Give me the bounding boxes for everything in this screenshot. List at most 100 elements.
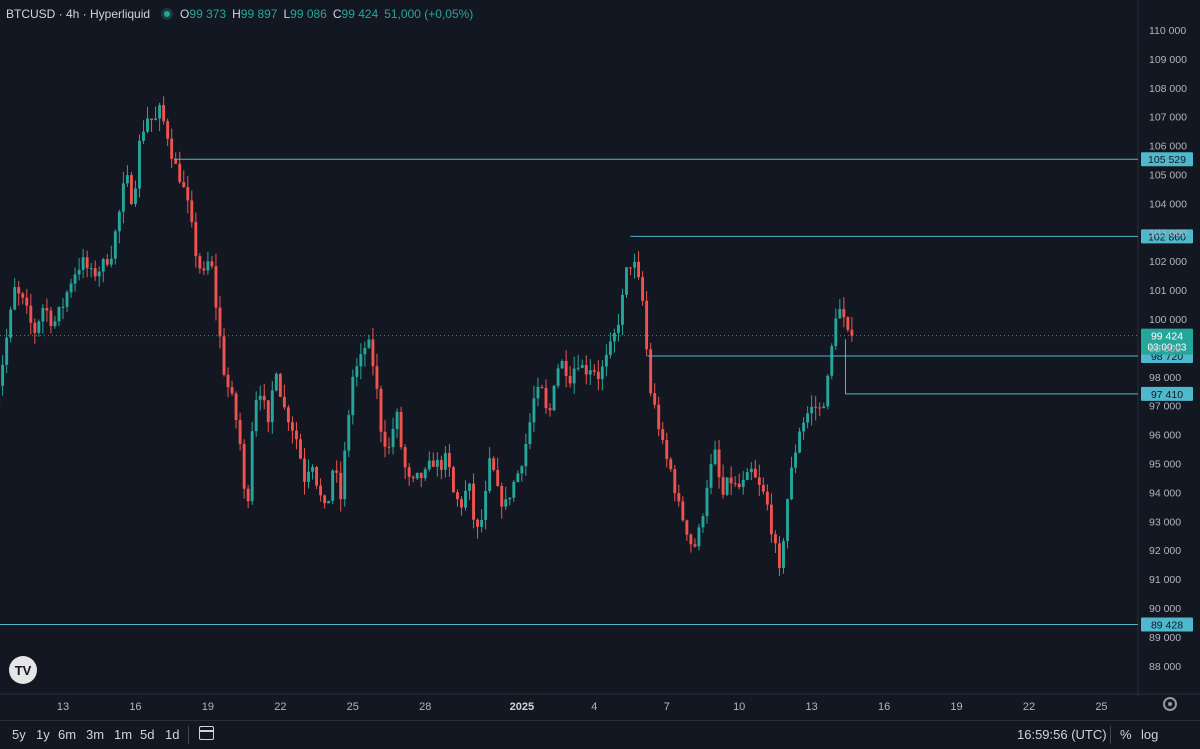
candle-body	[452, 467, 455, 492]
candle-body	[299, 439, 302, 458]
symbol-title[interactable]: BTCUSD · 4h · Hyperliquid	[6, 7, 150, 21]
candle-body	[162, 105, 165, 121]
candle-body	[573, 369, 576, 384]
candle-body	[637, 262, 640, 277]
candle-body	[661, 429, 664, 440]
candle-body	[279, 374, 282, 397]
candle-body	[303, 459, 306, 482]
candle-body	[569, 376, 572, 383]
time-tick-label: 4	[591, 701, 597, 713]
candle-body	[90, 268, 93, 269]
candle-body	[726, 478, 729, 495]
candle-body	[850, 330, 853, 336]
time-tick-label: 22	[274, 701, 286, 713]
candle-body	[255, 400, 258, 431]
range-1d-button[interactable]: 1d	[165, 727, 179, 742]
candle-body	[247, 489, 250, 501]
utc-clock[interactable]: 16:59:56 (UTC)	[1017, 727, 1107, 742]
candle-body	[178, 164, 181, 182]
range-5d-button[interactable]: 5d	[140, 727, 154, 742]
candle-body	[830, 346, 833, 376]
price-tick-label: 110 000	[1149, 25, 1186, 37]
candle-body	[669, 459, 672, 469]
candle-body	[653, 393, 656, 404]
percent-scale-button[interactable]: %	[1120, 727, 1132, 742]
price-tick-label: 102 000	[1149, 256, 1187, 268]
candle-body	[420, 473, 423, 478]
candle-body	[585, 365, 588, 374]
price-tick-label: 92 000	[1149, 545, 1181, 557]
candle-body	[714, 450, 717, 464]
candle-body	[432, 461, 435, 467]
candle-body	[436, 460, 439, 467]
range-5y-button[interactable]: 5y	[12, 727, 26, 742]
candle-body	[251, 431, 254, 501]
candle-body	[235, 393, 238, 419]
candle-body	[810, 407, 813, 414]
market-status-icon	[164, 11, 170, 17]
candle-body	[287, 407, 290, 422]
candle-body	[62, 307, 65, 308]
tradingview-logo-icon[interactable]: TV	[9, 656, 37, 684]
price-tick-label: 90 000	[1149, 603, 1181, 615]
range-6m-button[interactable]: 6m	[58, 727, 76, 742]
candle-body	[549, 408, 552, 410]
candle-body	[770, 505, 773, 535]
candle-body	[315, 467, 318, 486]
candle-body	[504, 499, 507, 506]
candle-body	[384, 432, 387, 447]
candle-body	[496, 470, 499, 486]
candle-body	[609, 341, 612, 354]
candle-body	[424, 469, 427, 478]
candle-body	[593, 370, 596, 372]
candle-body	[738, 484, 741, 487]
candle-body	[126, 175, 129, 183]
candle-body	[339, 473, 342, 499]
candle-body	[74, 274, 77, 283]
log-scale-button[interactable]: log	[1141, 727, 1158, 742]
candle-body	[730, 478, 733, 484]
candle-body	[484, 491, 487, 520]
range-1y-button[interactable]: 1y	[36, 727, 50, 742]
candle-body	[790, 468, 793, 500]
candle-body	[271, 390, 274, 422]
candle-body	[758, 477, 761, 485]
candle-body	[41, 308, 44, 321]
bottom-toolbar: 5y 1y 6m 3m 1m 5d 1d 16:59:56 (UTC) % lo…	[0, 720, 1200, 749]
open-label: O	[180, 7, 189, 21]
candle-body	[146, 119, 149, 132]
candle-body	[58, 307, 61, 321]
candle-body	[351, 377, 354, 415]
range-3m-button[interactable]: 3m	[86, 727, 104, 742]
time-tick-label: 19	[202, 701, 214, 713]
candle-body	[49, 310, 52, 326]
candle-body	[565, 361, 568, 376]
candle-body	[846, 317, 849, 330]
candle-body	[327, 501, 330, 503]
candles	[0, 96, 853, 576]
candle-body	[742, 480, 745, 487]
candle-body	[331, 471, 334, 501]
settings-gear-icon[interactable]	[1163, 697, 1177, 711]
candle-body	[33, 323, 36, 333]
candle-body	[17, 287, 20, 293]
level-price-label: 105 529	[1148, 154, 1186, 166]
candle-body	[158, 105, 161, 118]
candle-body	[243, 444, 246, 489]
candle-body	[29, 306, 32, 323]
candle-body	[388, 447, 391, 448]
candle-body	[838, 309, 841, 318]
candle-body	[359, 354, 362, 366]
price-tick-label: 106 000	[1149, 141, 1187, 153]
candle-body	[754, 469, 757, 478]
candle-body	[82, 257, 85, 270]
candle-body	[210, 261, 213, 266]
price-tick-label: 101 000	[1149, 285, 1187, 297]
candle-body	[802, 423, 805, 432]
go-to-date-icon[interactable]	[199, 726, 214, 740]
range-1m-button[interactable]: 1m	[114, 727, 132, 742]
candle-body	[762, 485, 765, 492]
candle-body	[122, 183, 125, 211]
